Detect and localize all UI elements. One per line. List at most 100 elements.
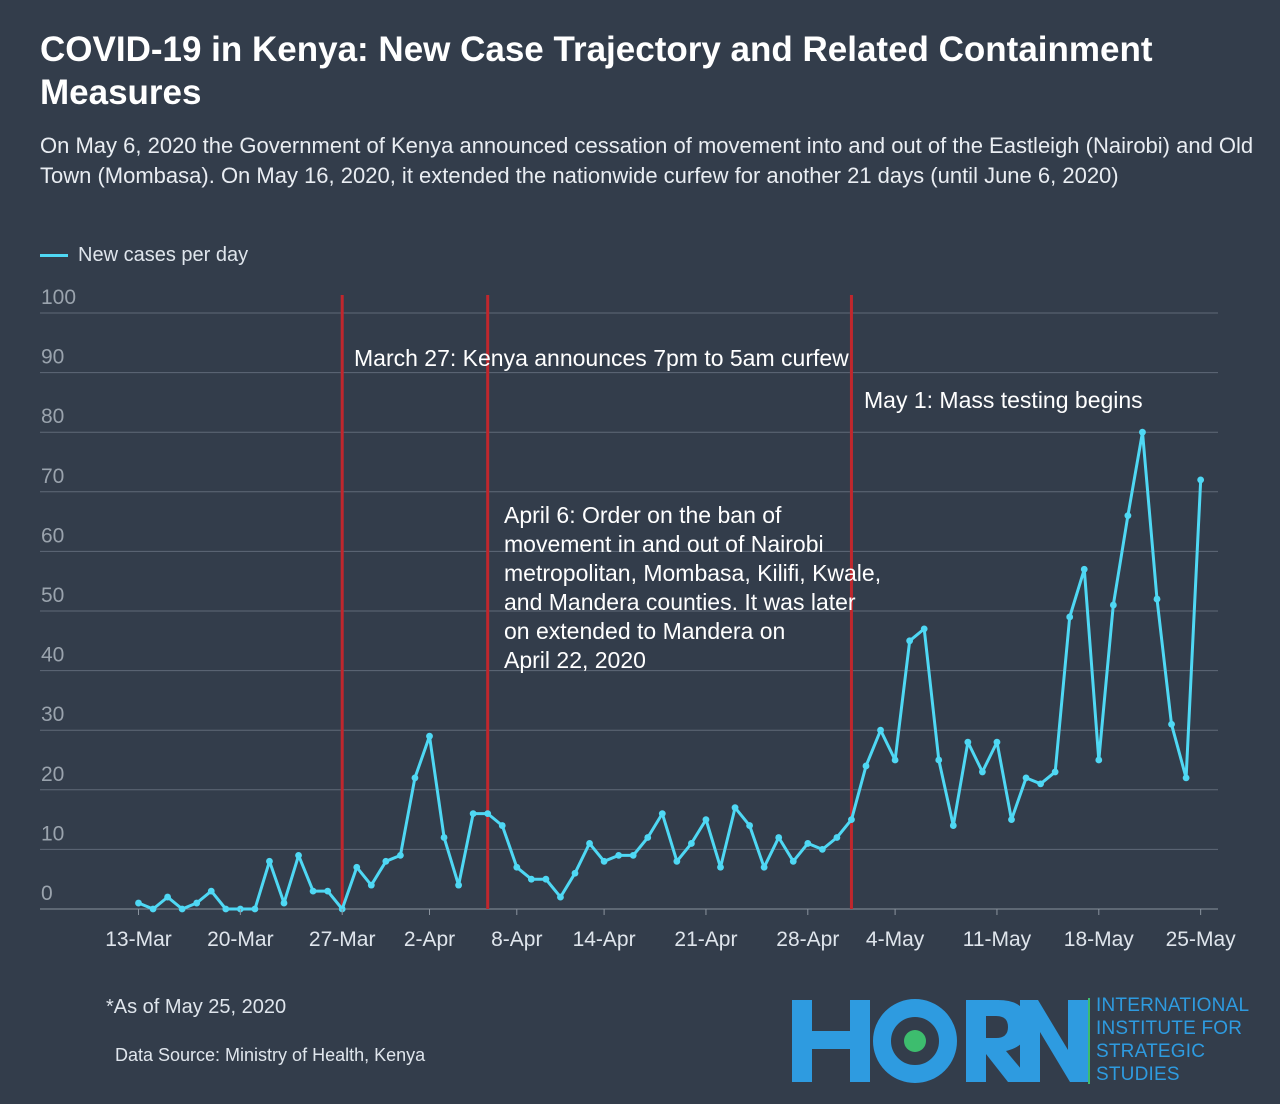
data-point [673, 857, 681, 865]
data-point [949, 822, 957, 829]
data-point [688, 840, 695, 847]
data-point [382, 857, 390, 865]
logo-wordmark-n [1020, 1000, 1088, 1082]
data-point [1182, 774, 1190, 782]
data-point [702, 816, 710, 823]
data-point [833, 834, 841, 841]
data-point [397, 851, 404, 859]
x-tick-label: 4-May [866, 928, 925, 951]
logo-divider [1088, 998, 1090, 1084]
chart-title: COVID-19 in Kenya: New Case Trajectory a… [40, 30, 1153, 112]
data-point [295, 851, 302, 859]
y-tick-label: 60 [41, 524, 64, 547]
horn-logo [792, 998, 1090, 1084]
data-point [717, 863, 724, 871]
chart-subtitle: On May 6, 2020 the Government of Kenya a… [40, 133, 1254, 188]
logo-wordmark-h [792, 1000, 870, 1082]
annotation-movement-ban-line: April 6: Order on the ban of [504, 502, 782, 528]
data-point [935, 756, 943, 764]
data-point [178, 905, 186, 913]
data-point [164, 893, 172, 901]
data-point [222, 905, 230, 913]
data-point [251, 905, 259, 913]
data-point [789, 857, 797, 865]
y-tick-label: 50 [41, 584, 64, 607]
data-point [1153, 595, 1161, 603]
x-tick-label: 21-Apr [674, 928, 737, 951]
x-tick-label: 2-Apr [404, 928, 455, 951]
data-point [1109, 601, 1117, 609]
data-point [1037, 780, 1044, 788]
y-tick-label: 10 [41, 822, 64, 845]
data-point [193, 899, 201, 907]
annotation-movement-ban-line: April 22, 2020 [504, 647, 646, 673]
data-point [542, 875, 550, 883]
data-point [571, 869, 579, 877]
data-point [1139, 428, 1146, 436]
data-point [149, 905, 157, 913]
data-point [280, 899, 288, 907]
data-point [629, 851, 637, 859]
x-tick-label: 14-Apr [573, 928, 636, 951]
x-tick-label: 25-May [1166, 928, 1237, 951]
data-point [484, 810, 492, 818]
data-point [586, 840, 593, 847]
annotation-movement-ban-line: metropolitan, Mombasa, Kilifi, Kwale, [504, 560, 881, 586]
data-point [455, 881, 462, 889]
annotation-curfew: March 27: Kenya announces 7pm to 5am cur… [354, 345, 849, 371]
data-point [658, 810, 666, 818]
annotation-movement-ban-line: movement in and out of Nairobi [504, 531, 824, 557]
data-point [1168, 720, 1175, 728]
logo-text-line: STUDIES [1096, 1064, 1180, 1085]
data-point [804, 840, 812, 847]
data-point [877, 726, 884, 734]
event-layer [340, 295, 853, 909]
data-point [993, 738, 1001, 746]
data-point [426, 732, 433, 740]
data-point [1197, 476, 1205, 484]
logo-text-line: INSTITUTE FOR [1096, 1018, 1243, 1039]
axis-layer: 0 10 20 30 40 50 60 70 80 90 100 13-Mar 20-Mar 27-Mar… [41, 286, 1236, 951]
y-tick-label: 0 [41, 882, 53, 905]
logo-text: INTERNATIONAL INSTITUTE FOR STRATEGIC ST… [1096, 994, 1266, 1086]
data-point [600, 857, 608, 865]
data-point [135, 899, 142, 907]
line-chart: March 27: Kenya announces 7pm to 5am cur… [40, 286, 1236, 951]
grid-layer [40, 312, 1218, 910]
annotation-movement-ban-line: on extended to Mandera on [504, 618, 785, 644]
x-tick-label: 8-Apr [491, 928, 542, 951]
y-tick-label: 80 [41, 405, 64, 428]
data-point [367, 881, 375, 889]
data-point [557, 893, 564, 901]
data-point [469, 810, 477, 818]
data-point [1051, 768, 1059, 776]
data-point [818, 846, 826, 853]
data-point [324, 887, 332, 895]
x-tick-label: 28-Apr [776, 928, 839, 951]
data-point [862, 762, 870, 770]
data-point [498, 822, 506, 829]
data-point [848, 816, 855, 823]
data-point [513, 863, 521, 871]
annotation-movement-ban-line: and Mandera counties. It was later [504, 589, 856, 615]
data-point [731, 804, 739, 812]
x-tick-label: 27-Mar [309, 928, 376, 951]
data-point [891, 756, 899, 764]
logo-wordmark-o [873, 999, 957, 1083]
data-point [207, 887, 215, 895]
legend: New cases per day [40, 243, 248, 267]
data-point [440, 834, 448, 841]
data-point [527, 875, 535, 883]
data-point [1095, 756, 1103, 764]
data-point [775, 834, 783, 841]
logo-wordmark-r [966, 1000, 1032, 1082]
y-tick-label: 90 [41, 346, 64, 369]
data-source: Data Source: Ministry of Health, Kenya [115, 1045, 426, 1065]
legend-line-swatch [40, 253, 68, 257]
legend-label: New cases per day [78, 243, 249, 266]
data-point [979, 768, 986, 776]
data-point [1022, 774, 1030, 782]
data-point [1008, 816, 1015, 823]
x-tick-label: 11-May [963, 928, 1032, 951]
x-tick-label: 18-May [1064, 928, 1135, 951]
